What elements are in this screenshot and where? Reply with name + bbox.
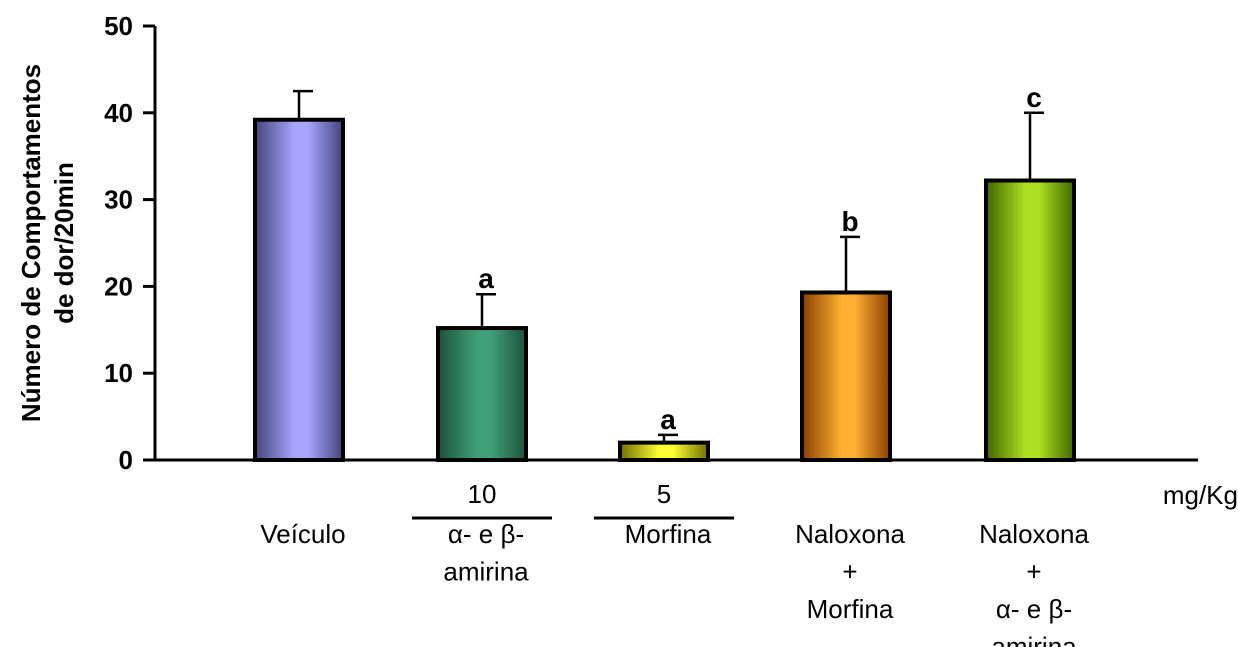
y-tick-label: 20 — [104, 271, 133, 301]
bar — [800, 290, 892, 463]
bar — [618, 440, 710, 463]
category-labels: Veículo 10 α- e β-amirina 5 Morfina Naloxona +… — [260, 479, 1089, 647]
y-axis-label-line: Número de Comportamentos — [16, 64, 46, 422]
bar — [436, 326, 528, 462]
bars: a a b c — [253, 82, 1076, 463]
dose-label: 5 — [657, 479, 671, 509]
category-label: + — [842, 557, 857, 587]
y-tick-label: 10 — [104, 358, 133, 388]
category-label: Morfina — [625, 519, 712, 549]
category-label: Naloxona — [979, 519, 1089, 549]
y-axis-label-line: de dor/20min — [49, 162, 79, 324]
category-label: amirina — [991, 632, 1077, 647]
significance-label: a — [478, 263, 494, 294]
unit-label: mg/Kg — [1163, 480, 1238, 510]
category-label: + — [1026, 557, 1041, 587]
y-tick-label: 40 — [104, 98, 133, 128]
y-axis: 0 10 20 30 40 50 — [104, 11, 157, 475]
significance-label: a — [660, 404, 676, 435]
category-label: α- e β- — [448, 519, 524, 549]
category-label: Naloxona — [795, 519, 905, 549]
y-tick-label: 0 — [119, 445, 133, 475]
category-label: Veículo — [260, 519, 345, 549]
y-tick-label: 50 — [104, 11, 133, 41]
bar — [253, 117, 345, 463]
category-label: Morfina — [807, 594, 894, 624]
category-label: α- e β- — [996, 594, 1072, 624]
bar — [984, 178, 1076, 462]
dose-label: 10 — [468, 479, 497, 509]
significance-label: b — [841, 206, 858, 237]
y-tick-label: 30 — [104, 185, 133, 215]
y-axis-label: Número de Comportamentos de dor/20min — [16, 64, 79, 422]
significance-label: c — [1026, 82, 1042, 113]
category-label: amirina — [443, 557, 529, 587]
